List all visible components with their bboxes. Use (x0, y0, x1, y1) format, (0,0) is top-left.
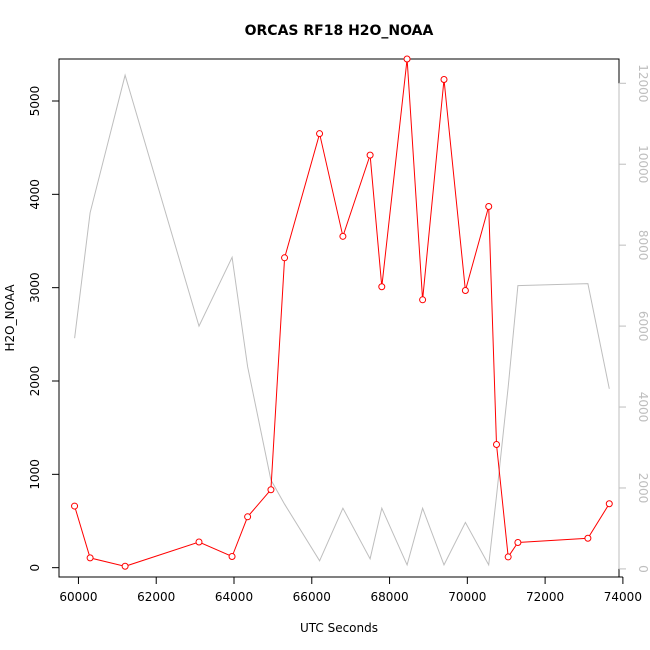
y2-tick-label: 6000 (636, 311, 650, 342)
data-point (485, 202, 493, 210)
y-tick-label: 2000 (28, 366, 42, 397)
x-tick-label: 68000 (370, 590, 408, 604)
y2-tick-label: 8000 (636, 230, 650, 261)
y2-tick-label: 10000 (636, 145, 650, 183)
data-point (281, 254, 289, 262)
data-point (228, 552, 236, 560)
y-axis-title: H2O_NOAA (3, 284, 17, 352)
data-point (195, 538, 203, 546)
x-tick-label: 74000 (604, 590, 642, 604)
data-point (403, 55, 411, 63)
data-point (244, 513, 252, 521)
chart-title: ORCAS RF18 H2O_NOAA (245, 23, 434, 39)
x-tick-label: 60000 (59, 590, 97, 604)
data-point (504, 553, 512, 561)
data-point (378, 283, 386, 291)
y2-tick-label: 4000 (636, 392, 650, 423)
y-tick-label: 5000 (28, 86, 42, 117)
x-tick-label: 64000 (215, 590, 253, 604)
x-axis-title: UTC Seconds (300, 621, 378, 635)
data-point (316, 130, 324, 138)
y-axis-left: 0 1000 2000 3000 4000 5000 (28, 86, 60, 572)
x-tick-label: 62000 (137, 590, 175, 604)
data-point (121, 562, 129, 570)
data-point (339, 232, 347, 240)
x-tick-label: 72000 (526, 590, 564, 604)
series-right-line (74, 73, 610, 567)
x-axis: 60000 62000 64000 66000 68000 70000 72000 74000 (59, 576, 642, 604)
y2-tick-label: 2000 (636, 473, 650, 504)
data-point (514, 538, 522, 546)
y2-tick-label: 0 (636, 565, 650, 573)
data-point (419, 296, 427, 304)
y-tick-label: 3000 (28, 272, 42, 303)
data-point (71, 502, 79, 510)
data-point (584, 534, 592, 542)
series-layer (71, 55, 613, 570)
series-left-line (74, 58, 610, 567)
data-point (267, 486, 275, 494)
y-tick-label: 0 (28, 564, 42, 572)
y-tick-label: 4000 (28, 179, 42, 210)
y2-tick-label: 12000 (636, 64, 650, 102)
data-point (461, 286, 469, 294)
data-point (493, 440, 500, 448)
data-point (86, 554, 94, 562)
x-tick-label: 70000 (448, 590, 486, 604)
data-point (366, 151, 374, 159)
y-tick-label: 1000 (28, 459, 42, 490)
data-point (605, 500, 613, 508)
data-point (440, 76, 448, 84)
y-axis-right: 0 2000 4000 6000 8000 10000 12000 (618, 64, 650, 573)
x-tick-label: 66000 (293, 590, 331, 604)
